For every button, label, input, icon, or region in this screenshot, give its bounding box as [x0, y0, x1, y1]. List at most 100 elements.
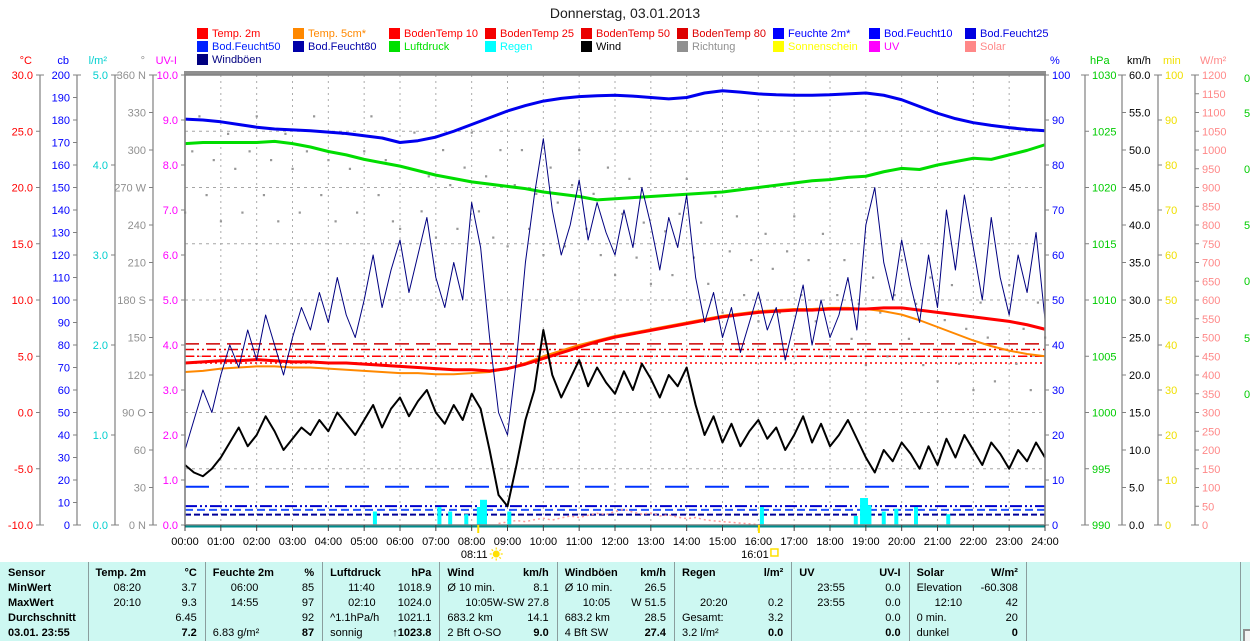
axis-tick-label: 60: [134, 445, 146, 457]
table-cell: Luftdruck hPa: [322, 566, 439, 581]
axis-header-lm2: l/m²: [89, 55, 108, 67]
legend-swatch-icon: [581, 28, 592, 39]
table-divider: [87, 562, 89, 641]
table-divider: [439, 562, 441, 641]
table-cell: Temp. 2m °C: [88, 566, 205, 581]
legend-label: Bod.Feucht10: [884, 27, 953, 40]
axis-tick-label: 35.0: [1129, 258, 1150, 270]
axis-tick-label: 55.0: [1129, 108, 1150, 120]
axis-tick-label: 550: [1202, 314, 1220, 326]
legend-label: Regen: [500, 40, 533, 53]
cell-value: -60.308: [980, 582, 1018, 594]
table-cell: 10:05 W-SW 27.8: [439, 596, 556, 611]
axis-header-min: min: [1163, 55, 1181, 67]
axis-kmh: 60.0 55.0 50.0 45.0 40.0 35.0 30.0 25.0 20.0 15.0…: [1118, 55, 1151, 532]
table-cell: 4 Bft SW 27.4: [557, 626, 674, 641]
x-tick-label: 12:00: [601, 536, 629, 548]
axis-tick-label: 10.0: [12, 295, 33, 307]
legend-swatch-icon: [389, 41, 400, 52]
axis-tick-label: 30: [1052, 385, 1064, 397]
x-tick-label: 04:00: [315, 536, 343, 548]
table-cell: 6.83 g/m² 87: [205, 626, 322, 641]
legend-swatch-icon: [389, 28, 400, 39]
axis-tick-label: 8.0: [163, 160, 178, 172]
x-tick-label: 08:00: [458, 536, 486, 548]
table-cell: Gesamt: 3.2: [674, 611, 791, 626]
table-row-label: Durchschnitt: [8, 612, 76, 624]
cell-sub-label: [791, 626, 799, 641]
axis-tick-label: 650: [1202, 276, 1220, 288]
sunset-icon: [770, 548, 779, 557]
chart-canvas: 30.025.020.015.010.05.00.0-5.0-10.0°C200…: [8, 55, 1250, 561]
axis-tick-label: 350: [1202, 389, 1220, 401]
table-cell: 683.2 km 28.5: [557, 611, 674, 626]
axis-tick-label: 100: [52, 295, 70, 307]
cell-value: W-SW 27.8: [492, 597, 549, 609]
table-cell: 92: [205, 611, 322, 626]
cell-sub-label: 683.2 km: [447, 612, 493, 624]
column-unit: UV-I: [879, 567, 901, 579]
cell-value: 7.2: [181, 627, 197, 639]
table-cell: 3.2 l/m² 0.0: [674, 626, 791, 641]
legend-item: BodenTemp 25: [485, 27, 581, 40]
axis-tick-label: 0: [1052, 520, 1058, 532]
table-divider: [204, 562, 206, 641]
table-cell: 02:10 1024.0: [322, 596, 439, 611]
legend-item: Windböen: [197, 53, 293, 66]
axis-tick-label: 1100: [1202, 108, 1226, 120]
legend-row: Windböen: [197, 53, 1061, 66]
legend-swatch-icon: [197, 54, 208, 65]
column-header: Luftdruck: [330, 567, 381, 579]
axis-tick-label: 200: [52, 70, 70, 82]
legend-label: Bod.Feucht80: [308, 40, 377, 53]
axis-tick-label: 1010: [1092, 295, 1116, 307]
axis-tick-label: 60: [1165, 250, 1177, 262]
x-tick-label: 11:00: [566, 536, 593, 548]
cell-sub-label: [791, 611, 799, 626]
legend-label: Windböen: [212, 53, 262, 66]
cell-value: 0: [1011, 627, 1018, 639]
axis-header-cb: cb: [57, 55, 69, 67]
cell-sub-label: 06:00: [230, 582, 259, 594]
legend-item: Feuchte 2m*: [773, 27, 869, 40]
table-cell: 0.0: [791, 626, 908, 641]
cell-sub-label: 0 min.: [916, 612, 947, 624]
legend-item: Bod.Feucht80: [293, 40, 389, 53]
cell-sub-label: 3.2 l/m²: [682, 627, 719, 639]
cell-sub-label: 14:55: [230, 597, 259, 609]
legend-label: BodenTemp 80: [692, 27, 766, 40]
axis-tick-label: 120: [128, 370, 146, 382]
cell-sub-label: 6.83 g/m²: [212, 627, 260, 639]
axis-tick-label: 800: [1202, 220, 1220, 232]
axis-tick-label: 10: [1165, 475, 1177, 487]
cell-value: 28.5: [644, 612, 666, 624]
axis-tick-label: 60.0: [1129, 70, 1150, 82]
axis-tick-label: 15.0: [12, 239, 33, 251]
axis-cb: 2001901801701601501401301201101009080706…: [52, 55, 81, 532]
table-divider: [1240, 562, 1241, 641]
axis-tick-label: 750: [1202, 239, 1220, 251]
cell-value: 1024.0: [397, 597, 432, 609]
axis-tick-label: 20.0: [12, 183, 33, 195]
cell-sub-label: Ø 10 min.: [564, 582, 613, 594]
cell-sub-label: 23:55: [817, 582, 845, 594]
legend-item: Wind: [581, 40, 677, 53]
x-tick-label: 03:00: [279, 536, 307, 548]
axis-tick-label: 600: [1202, 295, 1220, 307]
axis-tick-label: -5.0: [14, 464, 33, 476]
cell-value: 9.3: [181, 597, 197, 609]
legend-item: Bod.Feucht25: [965, 27, 1061, 40]
axis-tick-label: 700: [1202, 258, 1220, 270]
legend-swatch-icon: [677, 28, 688, 39]
cell-sub-label: [674, 581, 682, 596]
cell-value: 0.0: [885, 627, 901, 639]
cell-value: 0.2: [768, 597, 784, 609]
x-tick-label: 01:00: [207, 536, 235, 548]
axis-tick-label: 50: [1202, 501, 1214, 513]
cell-sub-label: 20:10: [113, 597, 142, 609]
sunrise-time: 08:11: [461, 549, 488, 561]
axis-tick-label: 140: [52, 205, 70, 217]
axis-tick-label: 330: [128, 108, 146, 120]
cell-sub-label: 02:10: [348, 597, 376, 609]
